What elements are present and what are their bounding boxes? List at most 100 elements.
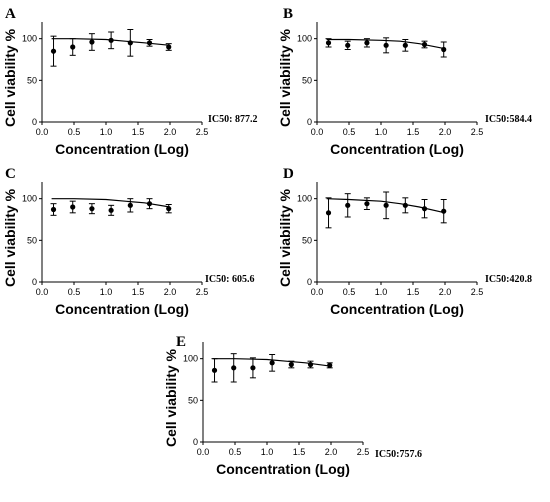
x-tick-label: 1.0 — [100, 287, 113, 297]
x-tick-label: 0.5 — [229, 447, 242, 457]
y-tick-label: 0 — [32, 117, 37, 127]
x-tick-label: 2.0 — [325, 447, 338, 457]
data-point — [127, 40, 133, 46]
data-point — [89, 206, 95, 212]
x-tick-label: 1.5 — [132, 127, 145, 137]
y-tick-label: 100 — [22, 34, 37, 44]
y-tick-label: 100 — [297, 34, 312, 44]
x-tick-label: 0.5 — [343, 287, 356, 297]
data-point — [288, 361, 294, 368]
x-tick-label: 2.5 — [357, 447, 370, 457]
y-tick-label: 50 — [302, 75, 312, 85]
x-tick-label: 1.0 — [261, 447, 274, 457]
chart-panel-a: A 0 50 100 0.0 0.5 1.0 1.5 2.0 2.5 Concentration (… — [2, 6, 257, 157]
data-point — [70, 204, 76, 210]
data-point — [146, 40, 153, 46]
x-tick-label: 2.0 — [439, 127, 452, 137]
x-tick-label: 0.5 — [68, 127, 81, 137]
data-point — [89, 39, 95, 45]
data-point — [325, 210, 332, 216]
ic50-label: IC50: 877.2 — [208, 114, 257, 125]
data-point — [108, 207, 114, 213]
x-tick-label: 1.5 — [132, 287, 145, 297]
data-point — [166, 206, 172, 212]
x-axis-title: Concentration (Log) — [330, 141, 464, 157]
x-tick-label: 0.0 — [36, 287, 49, 297]
chart-panel-b: B 0 50 100 0.0 0.5 1.0 1.5 2.0 2.5 Concentration (… — [277, 6, 532, 157]
x-axis-title: Concentration (Log) — [330, 301, 464, 317]
chart-panel-e: E 0 50 100 0.0 0.5 1.0 1.5 2.0 2.5 Concentration (… — [163, 334, 422, 477]
y-axis-title: Cell viability % — [277, 28, 293, 127]
data-point — [364, 201, 370, 207]
x-tick-label: 1.5 — [407, 287, 420, 297]
y-tick-label: 50 — [188, 395, 198, 405]
x-tick-label: 2.0 — [164, 127, 177, 137]
y-tick-label: 0 — [307, 277, 312, 287]
x-axis-title: Concentration (Log) — [216, 461, 350, 477]
data-point — [108, 37, 114, 43]
x-tick-label: 0.0 — [311, 287, 324, 297]
data-point — [70, 44, 76, 50]
x-tick-label: 1.5 — [293, 447, 306, 457]
data-point — [269, 360, 275, 366]
data-point — [250, 365, 256, 371]
y-axis-title: Cell viability % — [277, 188, 293, 287]
y-tick-label: 100 — [22, 194, 37, 204]
data-point — [402, 42, 408, 48]
data-point — [146, 201, 153, 207]
panel-letter: B — [283, 6, 293, 22]
y-tick-label: 0 — [307, 117, 312, 127]
data-point — [127, 202, 133, 208]
x-tick-label: 0.5 — [343, 127, 356, 137]
panel-letter: C — [5, 166, 16, 182]
data-point — [166, 44, 172, 50]
x-tick-label: 2.5 — [471, 287, 484, 297]
data-point — [211, 367, 218, 373]
x-axis-title: Concentration (Log) — [55, 141, 189, 157]
y-axis-title: Cell viability % — [163, 348, 179, 447]
data-point — [383, 202, 389, 208]
data-point — [364, 40, 370, 46]
x-tick-label: 0.0 — [197, 447, 210, 457]
data-point — [421, 41, 428, 48]
data-point — [50, 48, 57, 54]
y-tick-label: 0 — [32, 277, 37, 287]
panel-letter: D — [283, 166, 294, 182]
ic50-label: IC50:584.4 — [485, 114, 532, 125]
y-tick-label: 100 — [297, 194, 312, 204]
x-tick-label: 2.0 — [439, 287, 452, 297]
data-point — [383, 42, 389, 48]
panel-letter: E — [176, 334, 186, 350]
y-axis-title: Cell viability % — [2, 28, 18, 127]
x-axis-title: Concentration (Log) — [55, 301, 189, 317]
x-tick-label: 2.5 — [196, 127, 209, 137]
data-point — [441, 208, 447, 214]
x-tick-label: 2.5 — [196, 287, 209, 297]
data-point — [441, 46, 447, 53]
data-point — [325, 40, 332, 46]
y-tick-label: 0 — [193, 437, 198, 447]
data-point — [345, 202, 351, 208]
x-tick-label: 0.5 — [68, 287, 81, 297]
x-tick-label: 0.0 — [36, 127, 49, 137]
chart-panel-d: D 0 50 100 0.0 0.5 1.0 1.5 2.0 2.5 Concentration (… — [277, 166, 532, 317]
ic50-label: IC50:757.6 — [375, 449, 422, 460]
y-tick-label: 50 — [302, 235, 312, 245]
chart-panel-c: C 0 50 100 0.0 0.5 1.0 1.5 2.0 2.5 Concentration (… — [2, 166, 254, 317]
panel-letter: A — [5, 6, 16, 22]
x-tick-label: 2.5 — [471, 127, 484, 137]
data-point — [327, 362, 333, 368]
x-tick-label: 0.0 — [311, 127, 324, 137]
y-tick-label: 50 — [27, 235, 37, 245]
x-tick-label: 1.5 — [407, 127, 420, 137]
data-point — [402, 202, 408, 208]
ic50-label: IC50: 605.6 — [205, 274, 254, 285]
x-tick-label: 2.0 — [164, 287, 177, 297]
data-point — [421, 206, 428, 212]
x-tick-label: 1.0 — [375, 127, 388, 137]
y-axis-title: Cell viability % — [2, 188, 18, 287]
data-point — [50, 206, 57, 213]
data-point — [231, 365, 237, 371]
ic50-label: IC50:420.8 — [485, 274, 532, 285]
